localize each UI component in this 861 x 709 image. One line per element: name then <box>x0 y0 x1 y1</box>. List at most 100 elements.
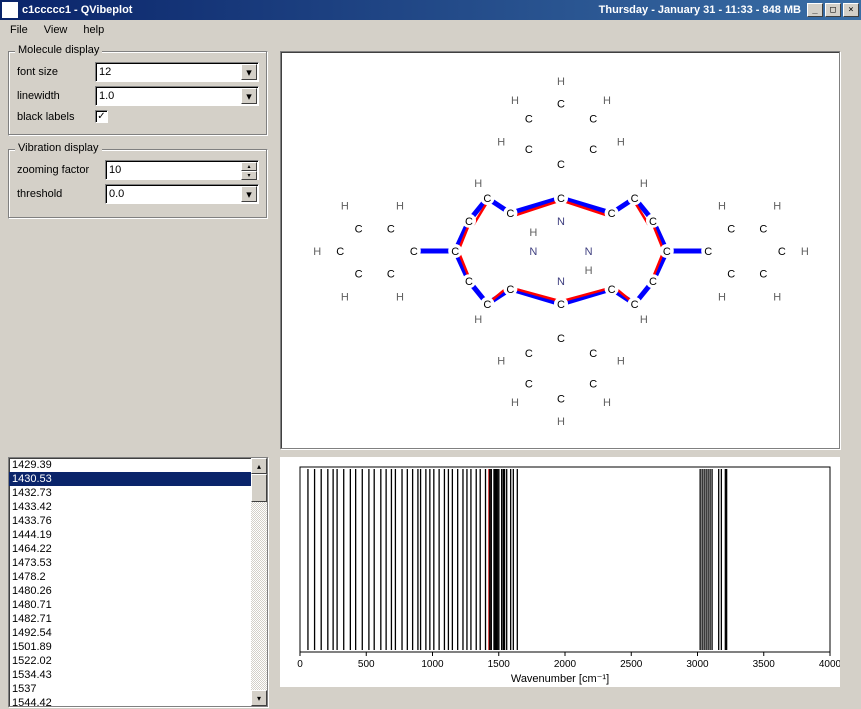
svg-text:C: C <box>557 193 565 205</box>
svg-text:C: C <box>649 216 657 228</box>
threshold-combo[interactable]: 0.0 ▾ <box>105 184 259 204</box>
svg-text:C: C <box>355 269 363 281</box>
svg-text:H: H <box>529 227 537 239</box>
svg-text:N: N <box>529 246 537 258</box>
spectrum-xlabel: Wavenumber [cm⁻¹] <box>280 672 840 685</box>
scroll-up-icon[interactable]: ▴ <box>251 458 267 474</box>
frequency-item[interactable]: 1473.53 <box>9 556 251 570</box>
svg-text:C: C <box>663 246 671 258</box>
svg-text:C: C <box>557 299 565 311</box>
frequency-item[interactable]: 1430.53 <box>9 472 251 486</box>
menu-file[interactable]: File <box>2 22 36 38</box>
spectrum-plot[interactable]: 05001000150020002500300035004000 Wavenum… <box>280 457 840 687</box>
font-size-combo[interactable]: 12 ▾ <box>95 62 259 82</box>
frequency-item[interactable]: 1429.39 <box>9 458 251 472</box>
svg-text:C: C <box>355 223 363 235</box>
svg-text:C: C <box>506 284 514 296</box>
frequency-item[interactable]: 1544.42 <box>9 696 251 706</box>
frequency-item[interactable]: 1444.19 <box>9 528 251 542</box>
scroll-track[interactable] <box>251 474 267 690</box>
spinner-down-icon[interactable]: ▾ <box>241 171 257 180</box>
menu-bar: File View help <box>0 20 861 39</box>
svg-text:H: H <box>773 201 781 213</box>
svg-text:H: H <box>603 397 611 409</box>
menu-view[interactable]: View <box>36 22 76 38</box>
frequency-item[interactable]: 1492.54 <box>9 626 251 640</box>
frequency-item[interactable]: 1433.76 <box>9 514 251 528</box>
frequency-item[interactable]: 1522.02 <box>9 654 251 668</box>
svg-text:C: C <box>465 216 473 228</box>
frequency-item[interactable]: 1537 <box>9 682 251 696</box>
close-button[interactable]: × <box>843 3 859 17</box>
svg-text:C: C <box>631 193 639 205</box>
molecule-display-group: Molecule display font size 12 ▾ linewidt… <box>8 51 268 136</box>
svg-text:H: H <box>773 291 781 303</box>
linewidth-combo[interactable]: 1.0 ▾ <box>95 86 259 106</box>
svg-text:H: H <box>497 136 505 148</box>
zooming-factor-spinner[interactable]: 10 ▴▾ <box>105 160 259 180</box>
svg-text:N: N <box>557 276 565 288</box>
svg-text:C: C <box>557 159 565 171</box>
frequency-item[interactable]: 1480.71 <box>9 598 251 612</box>
svg-text:C: C <box>608 208 616 220</box>
scrollbar[interactable]: ▴ ▾ <box>251 458 267 706</box>
menu-help[interactable]: help <box>75 22 112 38</box>
frequency-item[interactable]: 1501.89 <box>9 640 251 654</box>
svg-text:N: N <box>557 216 565 228</box>
chevron-down-icon[interactable]: ▾ <box>241 186 257 202</box>
svg-text:C: C <box>557 333 565 345</box>
svg-text:H: H <box>718 201 726 213</box>
frequency-item[interactable]: 1478.2 <box>9 570 251 584</box>
maximize-button[interactable]: □ <box>825 3 841 17</box>
svg-text:C: C <box>759 223 767 235</box>
svg-text:H: H <box>557 76 565 88</box>
svg-text:H: H <box>640 314 648 326</box>
minimize-button[interactable]: _ <box>807 3 823 17</box>
svg-text:C: C <box>557 393 565 405</box>
svg-text:H: H <box>474 178 482 190</box>
svg-text:3000: 3000 <box>686 659 709 670</box>
svg-text:2000: 2000 <box>554 659 577 670</box>
svg-text:C: C <box>557 99 565 111</box>
frequency-item[interactable]: 1534.43 <box>9 668 251 682</box>
frequency-item[interactable]: 1433.42 <box>9 500 251 514</box>
svg-text:C: C <box>727 269 735 281</box>
svg-text:H: H <box>396 201 404 213</box>
chevron-down-icon[interactable]: ▾ <box>241 64 257 80</box>
svg-text:C: C <box>525 144 533 156</box>
svg-text:C: C <box>589 348 597 360</box>
svg-text:H: H <box>511 397 519 409</box>
scroll-thumb[interactable] <box>251 474 267 502</box>
svg-text:H: H <box>497 356 505 368</box>
chevron-down-icon[interactable]: ▾ <box>241 88 257 104</box>
molecule-display-legend: Molecule display <box>15 44 102 56</box>
window-title: c1ccccc1 - QVibeplot <box>22 4 132 16</box>
status-text: Thursday - January 31 - 11:33 - 848 MB <box>599 4 801 16</box>
svg-text:H: H <box>313 246 321 258</box>
svg-text:H: H <box>474 314 482 326</box>
svg-text:4000: 4000 <box>819 659 840 670</box>
svg-text:C: C <box>525 114 533 126</box>
black-labels-label: black labels <box>17 111 95 123</box>
svg-text:C: C <box>778 246 786 258</box>
frequency-listbox[interactable]: 1429.391430.531432.731433.421433.761444.… <box>8 457 268 707</box>
svg-text:H: H <box>511 95 519 107</box>
svg-text:C: C <box>589 114 597 126</box>
frequency-item[interactable]: 1464.22 <box>9 542 251 556</box>
svg-text:C: C <box>410 246 418 258</box>
svg-text:H: H <box>801 246 809 258</box>
scroll-down-icon[interactable]: ▾ <box>251 690 267 706</box>
svg-text:H: H <box>341 291 349 303</box>
frequency-item[interactable]: 1480.26 <box>9 584 251 598</box>
zooming-factor-label: zooming factor <box>17 164 105 176</box>
frequency-item[interactable]: 1432.73 <box>9 486 251 500</box>
svg-text:H: H <box>585 265 593 277</box>
svg-text:C: C <box>506 208 514 220</box>
svg-text:C: C <box>759 269 767 281</box>
molecule-canvas[interactable]: HHHCCCHCCHCCCNCHCCHCCCNNCCCCCHCNCHCCCCHC… <box>280 51 840 449</box>
frequency-item[interactable]: 1482.71 <box>9 612 251 626</box>
black-labels-checkbox[interactable]: ✓ <box>95 110 108 123</box>
spinner-up-icon[interactable]: ▴ <box>241 162 257 171</box>
app-icon <box>2 2 18 18</box>
svg-text:C: C <box>525 348 533 360</box>
